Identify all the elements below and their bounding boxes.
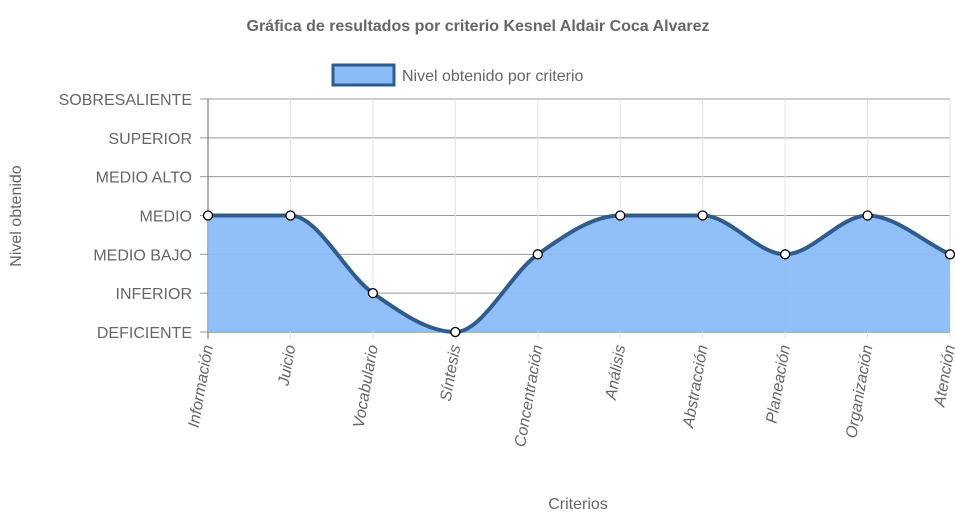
- x-tick-label: Juicio: [275, 344, 299, 388]
- series-fill: [208, 215, 950, 332]
- y-tick-label: MEDIO: [140, 209, 192, 226]
- x-tick-label: Vocabulario: [351, 344, 382, 430]
- data-point[interactable]: [862, 210, 873, 221]
- x-tick-label: Información: [186, 344, 217, 429]
- y-tick-label: SUPERIOR: [108, 131, 192, 148]
- chart-title: Gráfica de resultados por criterio Kesne…: [247, 18, 710, 35]
- data-point[interactable]: [450, 326, 461, 338]
- x-tick-label: Atención: [931, 344, 955, 409]
- y-axis-ticks: DEFICIENTE INFERIOR MEDIO BAJO MEDIO MEDIO A…: [59, 92, 192, 342]
- x-tick-label: Planeación: [764, 344, 795, 425]
- data-point[interactable]: [944, 249, 955, 260]
- data-points: [202, 210, 955, 338]
- y-tick-label: MEDIO BAJO: [93, 247, 192, 264]
- y-tick-label: SOBRESALIENTE: [59, 92, 192, 109]
- x-axis-label: Criterios: [548, 496, 608, 513]
- series-line: [208, 213, 951, 335]
- legend-label: Nivel obtenido por criterio: [402, 68, 584, 85]
- x-tick-label: Abstracción: [680, 344, 711, 430]
- data-point[interactable]: [367, 288, 379, 299]
- series-area: [208, 213, 951, 335]
- y-tick-label: INFERIOR: [116, 286, 192, 303]
- y-axis-label: Nivel obtenido: [8, 165, 25, 267]
- legend-swatch: [331, 63, 396, 87]
- y-tick-label: MEDIO ALTO: [96, 170, 192, 187]
- x-axis-ticks: Información Juicio Vocabulario Síntesis Conc…: [186, 344, 955, 449]
- x-tick-label: Organización: [843, 344, 876, 440]
- data-point[interactable]: [532, 249, 543, 260]
- legend[interactable]: Nivel obtenido por criterio: [331, 63, 584, 87]
- y-tick-label: DEFICIENTE: [97, 325, 192, 342]
- data-point[interactable]: [779, 249, 791, 260]
- data-point[interactable]: [202, 210, 214, 221]
- data-point[interactable]: [615, 210, 626, 221]
- x-tick-label: Síntesis: [438, 344, 465, 403]
- x-tick-label: Concentración: [512, 344, 547, 449]
- x-tick-label: Análisis: [603, 344, 629, 402]
- data-point[interactable]: [697, 210, 708, 221]
- data-point[interactable]: [285, 210, 296, 221]
